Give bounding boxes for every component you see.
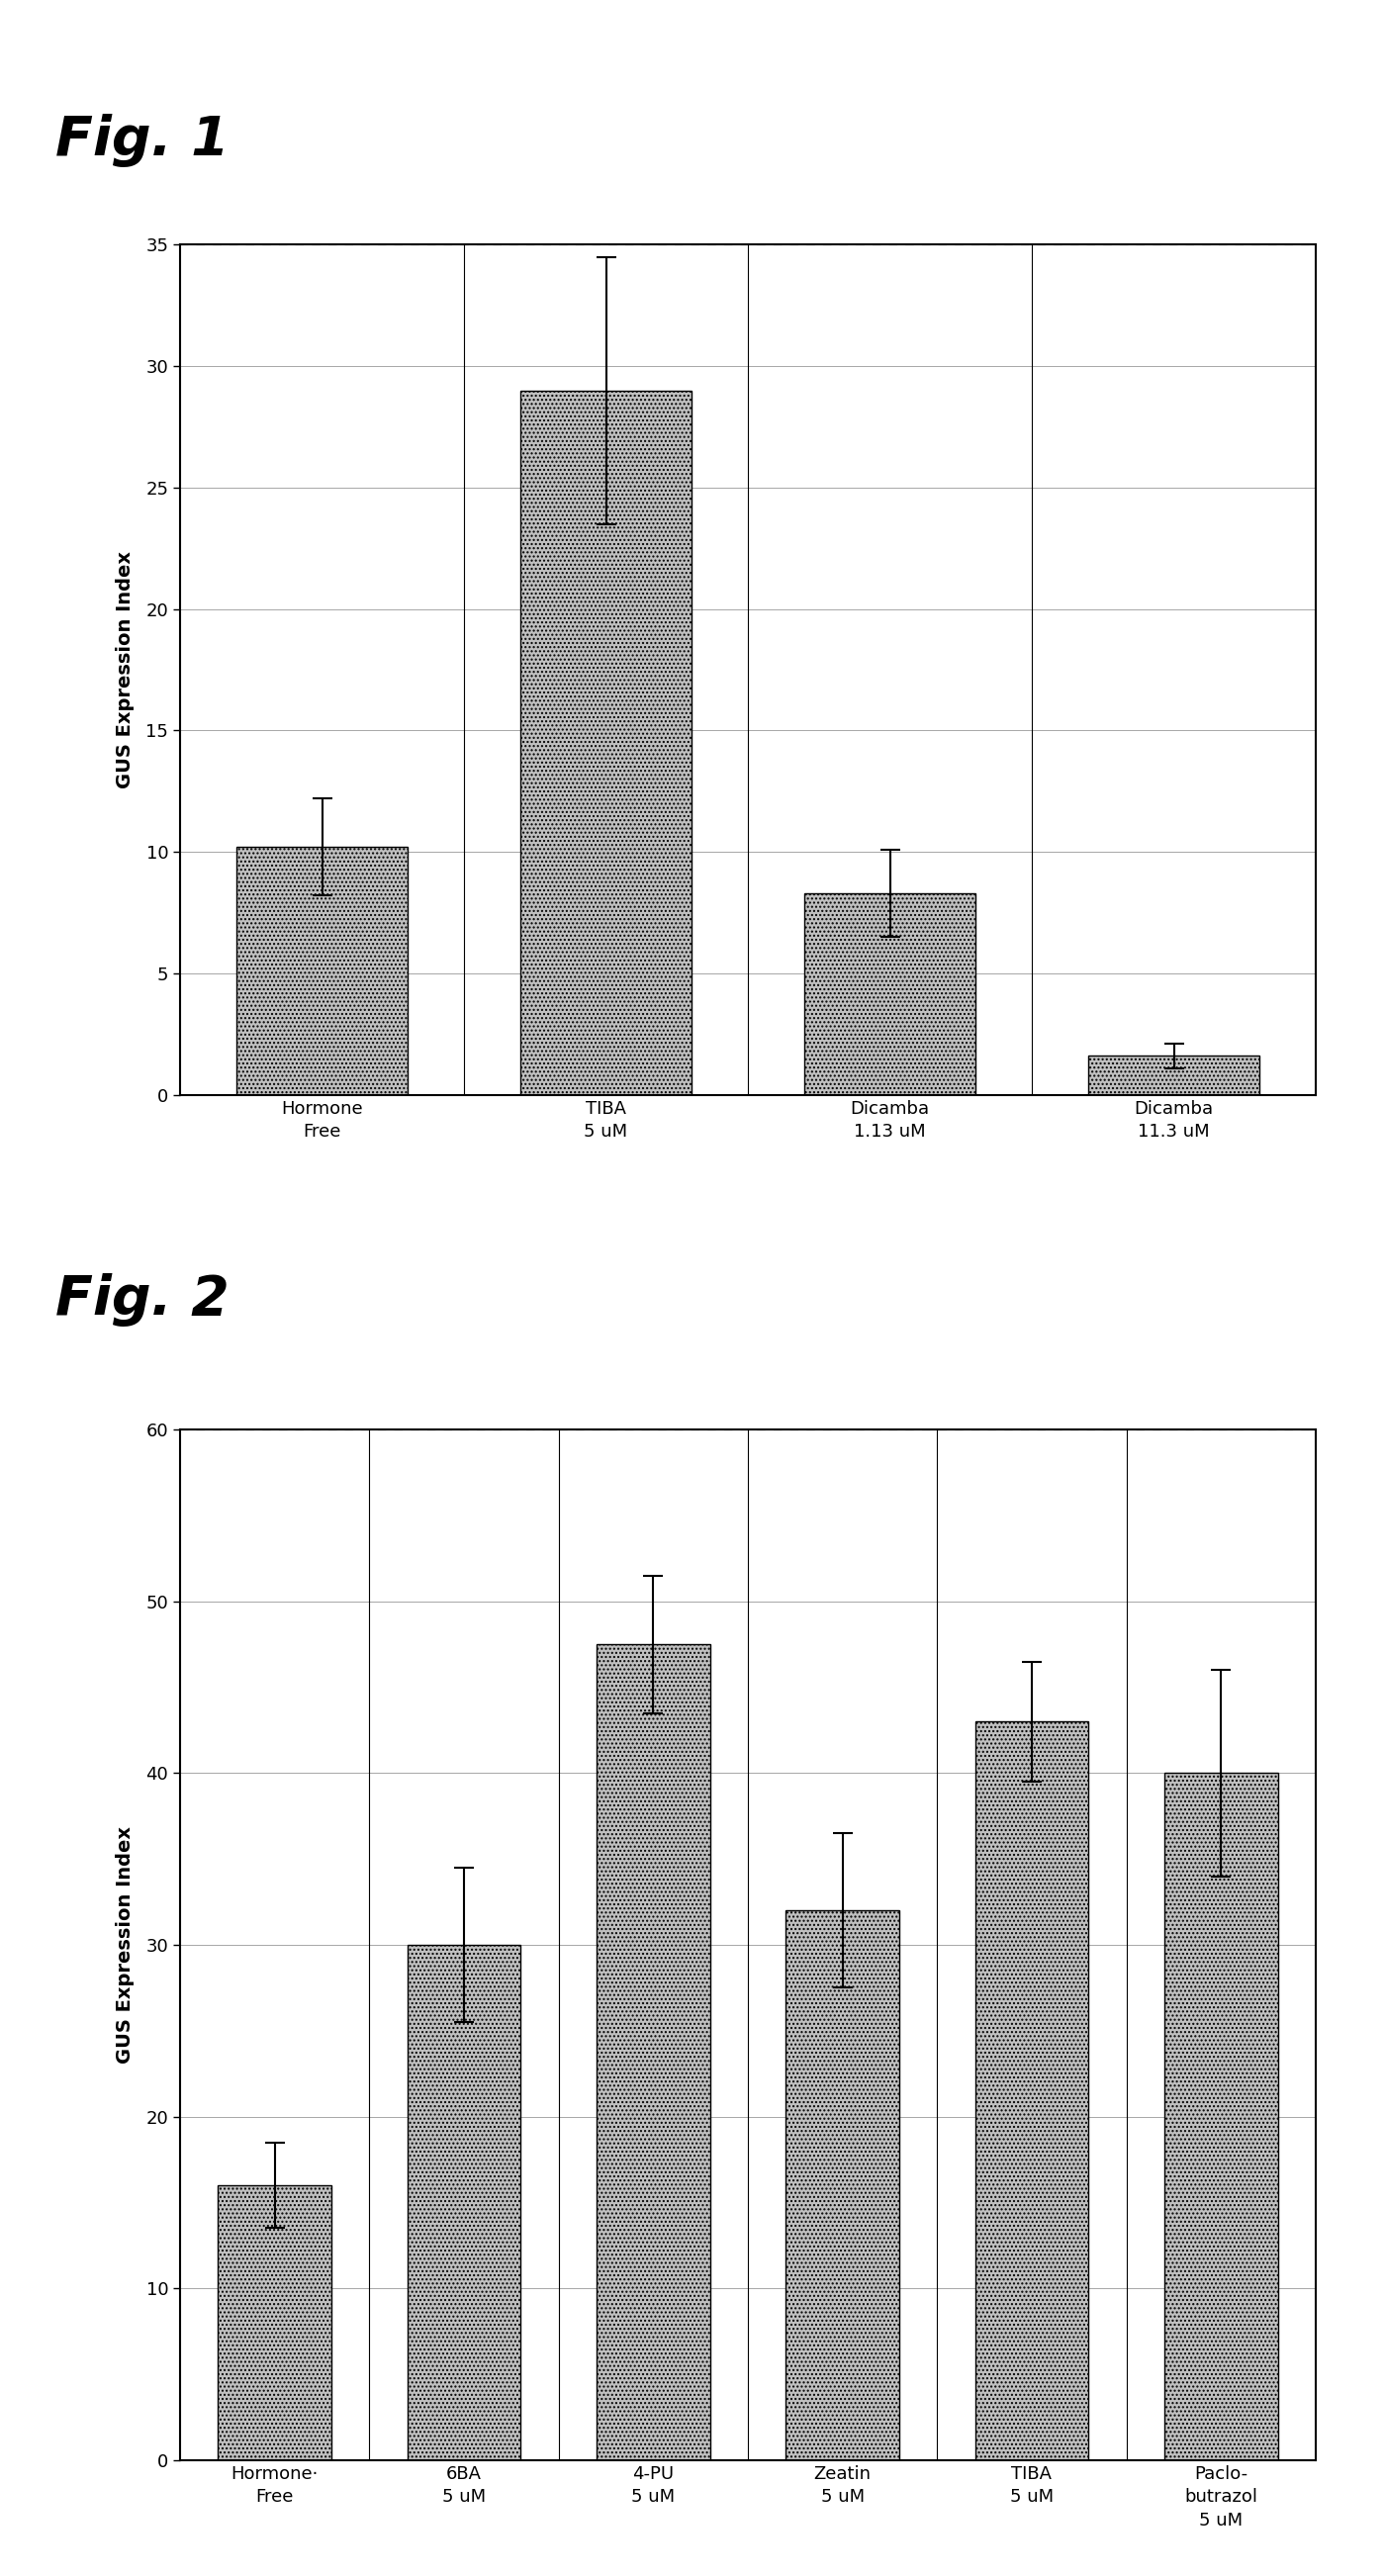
Bar [1089,1056,1259,1095]
Bar [597,1643,711,2460]
Bar [1165,1772,1278,2460]
Bar [237,848,407,1095]
Bar [975,1721,1089,2460]
Bar [785,1911,899,2460]
Bar [521,392,691,1095]
Text: Fig. 2: Fig. 2 [55,1273,230,1327]
Y-axis label: GUS Expression Index: GUS Expression Index [116,1826,134,2063]
Bar [805,894,975,1095]
Y-axis label: GUS Expression Index: GUS Expression Index [116,551,134,788]
Bar [407,1945,521,2460]
Text: Fig. 1: Fig. 1 [55,113,230,167]
Bar [217,2184,331,2460]
